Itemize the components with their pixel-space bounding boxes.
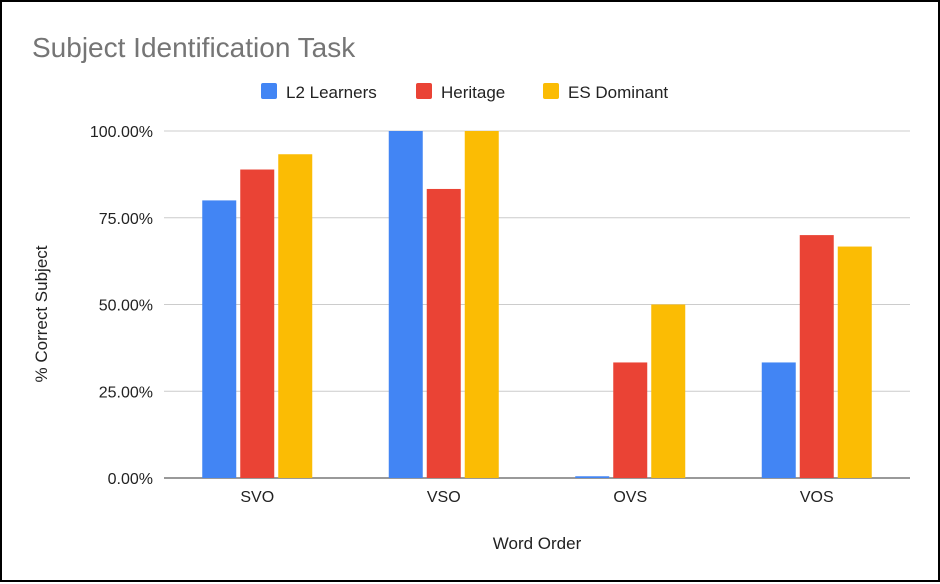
- y-axis-title: % Correct Subject: [32, 245, 51, 382]
- bar: [240, 169, 275, 478]
- legend-swatch: [261, 83, 277, 99]
- legend-label: L2 Learners: [286, 83, 377, 102]
- y-tick-label: 75.00%: [99, 211, 153, 228]
- x-tick-label: VSO: [427, 489, 461, 506]
- bar: [426, 188, 461, 478]
- y-tick-label: 0.00%: [108, 471, 153, 488]
- x-tick-label: OVS: [613, 489, 647, 506]
- legend-swatch: [543, 83, 559, 99]
- bar: [278, 154, 313, 478]
- bar: [837, 246, 872, 478]
- x-tick-label: SVO: [240, 489, 274, 506]
- legend-swatch: [416, 83, 432, 99]
- bar: [651, 304, 686, 478]
- y-tick-label: 25.00%: [99, 384, 153, 401]
- x-tick-label: VOS: [800, 489, 834, 506]
- bar: [388, 131, 423, 478]
- x-tick-labels: SVO VSO OVS VOS: [240, 489, 833, 506]
- y-tick-label: 100.00%: [90, 124, 153, 141]
- bar: [202, 200, 237, 478]
- x-axis-title: Word Order: [493, 534, 582, 553]
- bar: [761, 362, 796, 478]
- legend-label: ES Dominant: [568, 83, 668, 102]
- bar: [613, 362, 648, 478]
- bars: [202, 131, 872, 478]
- y-tick-label: 50.00%: [99, 298, 153, 315]
- bar: [799, 235, 834, 478]
- bar: [575, 476, 610, 478]
- bar: [464, 131, 499, 478]
- chart-title: Subject Identification Task: [32, 32, 356, 63]
- legend: L2 Learners Heritage ES Dominant: [261, 83, 668, 102]
- legend-label: Heritage: [441, 83, 505, 102]
